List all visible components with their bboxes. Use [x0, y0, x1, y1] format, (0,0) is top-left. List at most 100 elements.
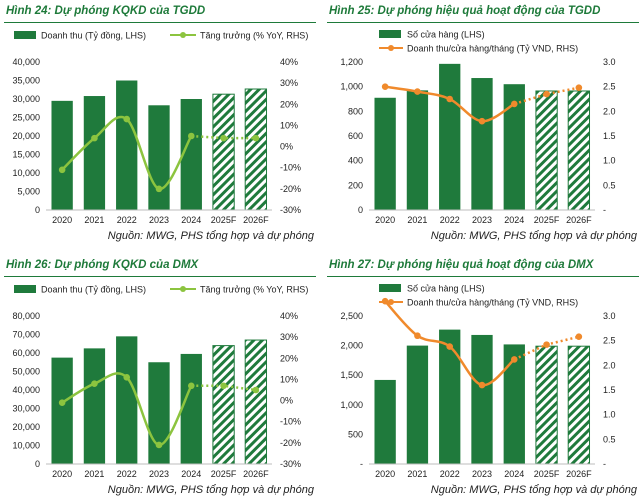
forecast-bar	[567, 90, 591, 211]
left-axis-tick: 2,000	[340, 341, 363, 351]
chart-legend: Doanh thu (Tỷ đồng, LHS) Tăng trưởng (% Y…	[14, 285, 308, 295]
right-axis-tick: -30%	[280, 205, 301, 215]
right-axis-tick: 1.5	[603, 385, 616, 395]
legend-label-line: Doanh thu/cửa hàng/tháng (Tỷ VND, RHS)	[407, 44, 578, 54]
right-axis: - 0.5 1.0 1.5 2.0 2.5 3.0	[603, 311, 616, 469]
bar	[374, 97, 396, 210]
line-forecast	[513, 86, 580, 106]
bar-series	[51, 80, 268, 211]
left-axis-tick: 0	[35, 205, 40, 215]
legend-label-line: Doanh thu/cửa hàng/tháng (Tỷ VND, RHS)	[407, 298, 578, 308]
legend-label-line: Tăng trưởng (% YoY, RHS)	[200, 285, 308, 295]
left-axis-tick: 60,000	[12, 348, 40, 358]
right-axis-tick: 2.0	[603, 106, 616, 116]
left-axis-tick: 40,000	[12, 57, 40, 67]
line-point	[155, 441, 163, 449]
x-axis-tick: 2021	[84, 215, 104, 225]
forecast-bar	[212, 345, 235, 465]
right-axis-tick: 10%	[280, 120, 298, 130]
x-axis-tick: 2024	[181, 215, 201, 225]
chart-panel-dmx-efficiency: Hình 27: Dự phóng hiệu quả hoạt động của…	[323, 254, 639, 498]
x-axis-tick: 2023	[149, 469, 169, 479]
left-axis-tick: 35,000	[12, 76, 40, 86]
right-axis-tick: 30%	[280, 332, 298, 342]
legend-label-bars: Số cửa hàng (LHS)	[407, 30, 485, 40]
x-axis: 2020 2021 2022 2023 2024 2025F 2026F	[375, 215, 592, 225]
left-axis: - 500 1,000 1,500 2,000 2,500	[340, 311, 363, 469]
legend-swatch-bars	[14, 285, 36, 293]
chart-plot: Số cửa hàng (LHS) Doanh thu/cửa hàng/thán…	[340, 284, 616, 480]
line-point	[446, 343, 454, 350]
bar	[148, 362, 170, 464]
left-axis: 0 5,000 10,000 15,000 20,000 25,000 30,000 35,0…	[12, 57, 40, 215]
line-series	[381, 297, 583, 389]
chart-plot: Doanh thu (Tỷ đồng, LHS) Tăng trưởng (% Y…	[12, 285, 308, 480]
line-point	[91, 134, 98, 142]
bar	[439, 329, 461, 464]
line-series	[381, 83, 583, 125]
x-axis-tick: 2021	[407, 215, 427, 225]
x-axis-tick: 2022	[117, 469, 137, 479]
x-axis-tick: 2022	[440, 215, 460, 225]
bar	[83, 348, 106, 464]
left-axis-tick: 5,000	[17, 187, 40, 197]
left-axis: 0 10,000 20,000 30,000 40,000 50,000 60,000 70,…	[12, 311, 40, 469]
bar	[471, 334, 493, 464]
bar	[180, 99, 202, 210]
bar	[51, 100, 73, 210]
bar-series	[51, 336, 268, 465]
x-axis: 2020 2021 2022 2023 2024 2025F 2026F	[52, 469, 269, 479]
line-point	[381, 297, 389, 305]
line-point	[252, 386, 260, 394]
x-axis-tick: 2023	[149, 215, 169, 225]
legend-label-bars: Doanh thu (Tỷ đồng, LHS)	[41, 31, 146, 41]
legend-label-line: Tăng trưởng (% YoY, RHS)	[200, 31, 308, 41]
x-axis: 2020 2021 2022 2023 2024 2025F 2026F	[375, 469, 592, 479]
right-axis-tick: 10%	[280, 374, 298, 384]
left-axis-tick: -	[360, 459, 363, 469]
left-axis-tick: 800	[348, 106, 363, 116]
right-axis-tick: -20%	[280, 184, 301, 194]
forecast-bar	[567, 345, 591, 465]
x-axis-tick: 2020	[52, 469, 72, 479]
x-axis-tick: 2025F	[211, 215, 237, 225]
right-axis-tick: 1.5	[603, 131, 616, 141]
bar	[503, 344, 525, 464]
x-axis-tick: 2026F	[243, 215, 269, 225]
x-axis-tick: 2026F	[566, 469, 592, 479]
right-axis-tick: 0%	[280, 142, 293, 152]
legend-label-bars: Doanh thu (Tỷ đồng, LHS)	[41, 285, 146, 295]
right-axis-tick: -10%	[280, 163, 301, 173]
left-axis-tick: 15,000	[12, 150, 40, 160]
left-axis-tick: 20,000	[12, 131, 40, 141]
x-axis-tick: 2025F	[534, 215, 560, 225]
line-point	[446, 95, 454, 103]
right-axis-tick: -	[603, 205, 606, 215]
legend-swatch-bars	[379, 284, 401, 292]
left-axis-tick: 30,000	[12, 404, 40, 414]
line-forecast	[191, 384, 257, 392]
forecast-bar	[212, 93, 235, 211]
left-axis-tick: 1,000	[340, 400, 363, 410]
x-axis-tick: 2020	[375, 215, 395, 225]
right-axis-tick: 20%	[280, 99, 298, 109]
chart-title: Hình 26: Dự phóng KQKD của DMX	[6, 259, 199, 271]
x-axis-tick: 2023	[472, 215, 492, 225]
right-axis-tick: 2.5	[603, 336, 616, 346]
bar	[406, 90, 429, 210]
chart-source: Nguồn: MWG, PHS tổng hợp và dự phóng	[430, 230, 637, 242]
line-point	[478, 381, 486, 389]
left-axis-tick: 1,000	[340, 82, 363, 92]
bar	[439, 63, 461, 210]
line-point	[187, 132, 195, 140]
bar	[471, 78, 493, 211]
x-axis-tick: 2021	[84, 469, 104, 479]
x-axis: 2020 2021 2022 2023 2024 2025F 2026F	[52, 215, 269, 225]
right-axis-tick: 40%	[280, 311, 298, 321]
line-point	[220, 382, 227, 390]
line-point	[543, 341, 550, 348]
chart-legend: Số cửa hàng (LHS) Doanh thu/cửa hàng/thán…	[379, 284, 578, 308]
chart-title: Hình 25: Dự phóng hiệu quả hoạt động của…	[329, 5, 601, 17]
title-rule	[327, 22, 639, 23]
right-axis-tick: 30%	[280, 78, 298, 88]
